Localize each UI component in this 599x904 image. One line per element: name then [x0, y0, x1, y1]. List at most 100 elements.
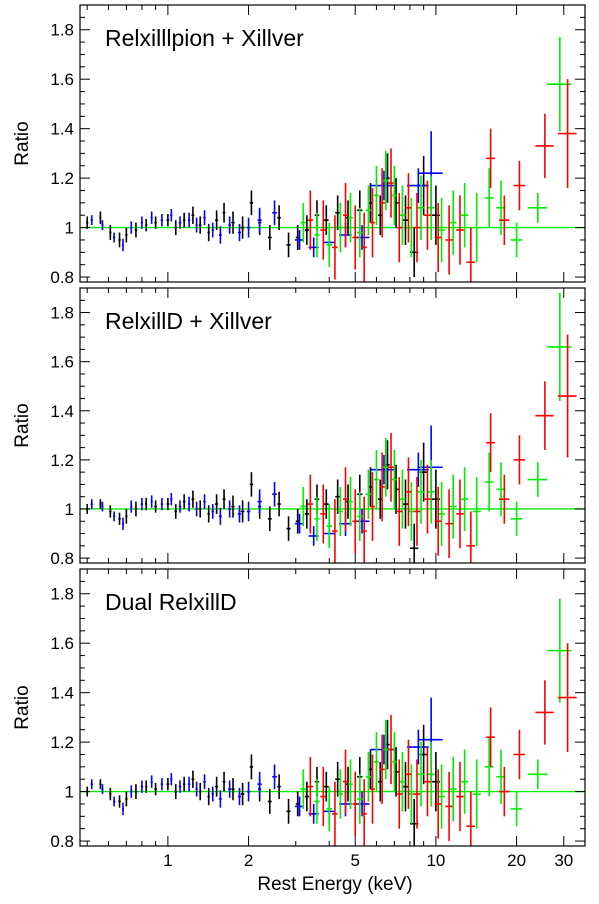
- data-point: [484, 168, 494, 228]
- data-point: [218, 790, 222, 808]
- data-point: [191, 490, 195, 508]
- data-point: [388, 148, 394, 218]
- data-point: [466, 511, 476, 563]
- data-point: [178, 500, 182, 513]
- data-point: [402, 195, 409, 245]
- data-point: [125, 791, 128, 807]
- data-point: [399, 752, 406, 812]
- data-point: [307, 756, 314, 817]
- data-point: [231, 211, 235, 234]
- data-point: [109, 225, 112, 240]
- data-point: [154, 782, 157, 796]
- data-point: [357, 207, 363, 258]
- y-tick-label: 1.8: [50, 21, 74, 40]
- y-tick-label: 1.2: [50, 451, 74, 470]
- data-point: [182, 212, 186, 228]
- data-point: [109, 787, 112, 801]
- panel-3: 0.8 1 1.2 1.4 1.6 1.8 Dual RelxillD Ratio 1 2 5 10 2…: [12, 568, 586, 870]
- data-point: [438, 764, 445, 829]
- data-point: [112, 511, 116, 522]
- data-point: [118, 795, 121, 808]
- data-point: [396, 192, 403, 263]
- data-point: [557, 334, 577, 458]
- data-point: [335, 479, 341, 514]
- data-point: [348, 759, 353, 809]
- data-point: [267, 506, 272, 532]
- data-point: [240, 782, 245, 806]
- data-point: [174, 220, 178, 236]
- data-point: [145, 497, 148, 511]
- data-point: [300, 769, 307, 809]
- series-blue: [90, 131, 443, 258]
- data-point: [535, 113, 554, 179]
- data-point: [198, 500, 202, 518]
- data-point: [391, 165, 397, 226]
- data-point: [320, 766, 327, 827]
- y-tick-label: 1.6: [50, 353, 74, 372]
- data-point: [191, 770, 195, 788]
- data-point: [352, 489, 358, 554]
- data-point: [198, 782, 202, 801]
- data-point: [182, 776, 186, 792]
- data-point: [170, 773, 173, 786]
- data-point: [304, 215, 309, 245]
- y-tick-label: 1.6: [50, 634, 74, 653]
- data-point: [257, 207, 262, 233]
- data-point: [449, 756, 457, 822]
- series-blue: [90, 697, 443, 824]
- data-point: [535, 381, 554, 451]
- data-point: [449, 190, 457, 255]
- data-point: [272, 481, 277, 507]
- data-point: [379, 168, 385, 238]
- data-point: [228, 216, 232, 234]
- data-point: [456, 479, 464, 549]
- data-point: [170, 493, 173, 506]
- data-point: [90, 215, 93, 226]
- y-tick-label: 0.8: [50, 268, 74, 287]
- y-tick-label: 1.8: [50, 585, 74, 604]
- data-point: [222, 771, 226, 792]
- data-point: [101, 784, 104, 795]
- data-point: [361, 212, 367, 282]
- data-point: [218, 507, 222, 525]
- series-red: [307, 643, 577, 846]
- x-tick-label: 1: [163, 851, 172, 870]
- x-tick-label: 2: [244, 851, 253, 870]
- data-point: [499, 474, 510, 524]
- data-point: [160, 497, 164, 511]
- data-point: [352, 205, 358, 270]
- panel-2: 0.8 1 1.2 1.4 1.6 1.8 RelxillD + Xillver Ratio: [12, 287, 586, 568]
- data-point: [272, 200, 277, 226]
- data-point: [130, 500, 133, 513]
- data-point: [365, 185, 371, 236]
- data-point: [486, 707, 495, 767]
- data-point: [121, 238, 125, 252]
- data-point: [125, 508, 128, 524]
- data-point: [342, 749, 349, 814]
- data-point: [178, 216, 182, 229]
- data-point: [130, 785, 133, 798]
- data-point: [215, 776, 219, 797]
- data-point: [499, 195, 510, 245]
- y-tick-label: 1.8: [50, 304, 74, 323]
- data-point: [402, 479, 409, 529]
- data-point: [391, 450, 397, 509]
- data-point: [332, 781, 338, 846]
- data-point: [417, 459, 425, 524]
- series-black: [86, 153, 440, 278]
- data-point: [145, 218, 148, 232]
- data-point: [370, 188, 375, 258]
- data-point: [326, 786, 333, 832]
- data-point: [272, 764, 277, 790]
- data-point: [413, 192, 421, 263]
- data-point: [337, 769, 343, 819]
- data-point: [134, 222, 138, 238]
- data-point: [286, 232, 291, 258]
- data-point: [370, 472, 375, 541]
- data-point: [337, 202, 343, 253]
- data-point: [237, 505, 242, 523]
- data-point: [445, 489, 453, 559]
- data-point: [352, 771, 358, 837]
- data-point: [134, 784, 138, 800]
